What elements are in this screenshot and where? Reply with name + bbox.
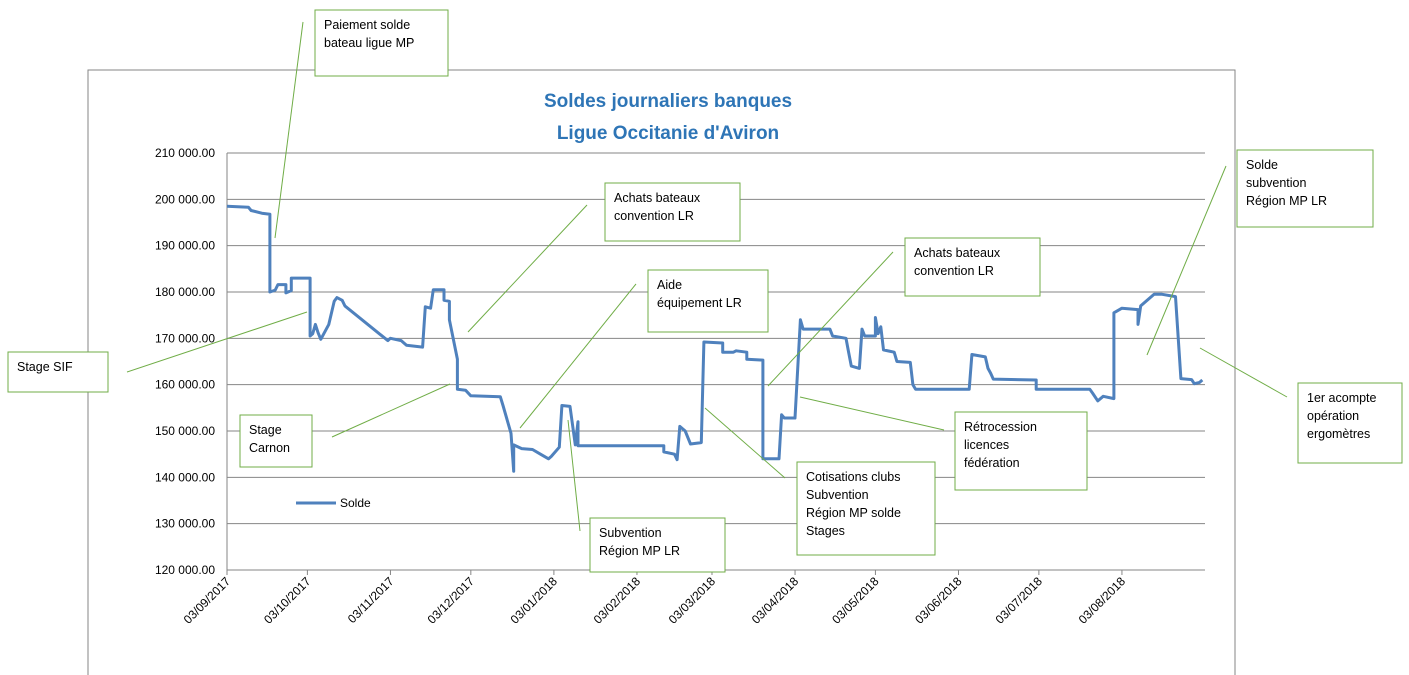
annotation-text: Paiement solde xyxy=(324,18,410,32)
x-tick-label: 03/11/2017 xyxy=(345,574,397,626)
y-tick-label: 180 000.00 xyxy=(155,285,215,299)
annotation-box xyxy=(314,9,449,77)
annotation-text: Stage xyxy=(249,423,282,437)
x-tick-label: 03/03/2018 xyxy=(666,574,719,627)
annotation-text: Région MP LR xyxy=(599,544,680,558)
annotation-leader xyxy=(519,283,637,429)
y-tick-label: 200 000.00 xyxy=(155,192,215,206)
annotation-box xyxy=(796,461,936,556)
annotation-text: Cotisations clubs xyxy=(806,470,901,484)
annotation-text: ergomètres xyxy=(1307,427,1370,441)
annotation-text: Achats bateaux xyxy=(914,246,1001,260)
annotation-text: licences xyxy=(964,438,1009,452)
annotation-text: Aide xyxy=(657,278,682,292)
x-tick-label: 03/09/2017 xyxy=(181,574,234,627)
y-tick-label: 210 000.00 xyxy=(155,146,215,160)
legend-label: Solde xyxy=(340,496,371,510)
annotation-leader xyxy=(126,311,308,373)
y-tick-label: 130 000.00 xyxy=(155,517,215,531)
x-tick-label: 03/01/2018 xyxy=(508,574,561,627)
annotation-leader xyxy=(799,396,945,431)
annotation-box xyxy=(589,517,726,573)
annotation-text: équipement LR xyxy=(657,296,742,310)
annotation-leader xyxy=(331,383,451,438)
x-tick-label: 03/10/2017 xyxy=(261,574,314,627)
annotation-text: opération xyxy=(1307,409,1359,423)
annotation-leader xyxy=(1199,347,1288,398)
annotation-text: Région MP LR xyxy=(1246,194,1327,208)
annotation-text: convention LR xyxy=(614,209,694,223)
annotation-text: bateau ligue MP xyxy=(324,36,414,50)
annotation-box xyxy=(1297,382,1403,464)
annotation-box xyxy=(647,269,769,333)
annotation-text: Subvention xyxy=(599,526,662,540)
annotation-text: Solde xyxy=(1246,158,1278,172)
annotation-leader xyxy=(567,419,581,532)
annotation-text: 1er acompte xyxy=(1307,391,1377,405)
annotation-text: fédération xyxy=(964,456,1020,470)
x-tick-label: 03/02/2018 xyxy=(591,574,644,627)
x-tick-label: 03/06/2018 xyxy=(912,574,965,627)
annotation-box xyxy=(904,237,1041,297)
annotation-text: subvention xyxy=(1246,176,1307,190)
chart-border xyxy=(87,69,1236,675)
y-tick-label: 190 000.00 xyxy=(155,239,215,253)
x-tick-label: 03/05/2018 xyxy=(829,574,882,627)
x-tick-label: 03/12/2017 xyxy=(425,574,478,627)
chart-title: Soldes journaliers banques xyxy=(544,91,792,112)
annotation-box xyxy=(7,351,109,393)
y-tick-label: 150 000.00 xyxy=(155,424,215,438)
y-tick-label: 160 000.00 xyxy=(155,378,215,392)
annotation-text: Rétrocession xyxy=(964,420,1037,434)
annotation-leader xyxy=(704,407,786,479)
annotation-box xyxy=(1236,149,1374,228)
annotation-leader xyxy=(1146,165,1227,356)
y-tick-label: 120 000.00 xyxy=(155,563,215,577)
y-tick-label: 140 000.00 xyxy=(155,470,215,484)
x-tick-label: 03/04/2018 xyxy=(749,574,802,627)
annotation-box xyxy=(604,182,741,242)
annotation-text: Subvention xyxy=(806,488,869,502)
y-tick-label: 170 000.00 xyxy=(155,331,215,345)
annotation-text: Achats bateaux xyxy=(614,191,701,205)
x-tick-label: 03/08/2018 xyxy=(1076,574,1129,627)
annotation-text: convention LR xyxy=(914,264,994,278)
annotation-text: Carnon xyxy=(249,441,290,455)
annotation-box xyxy=(239,414,313,468)
series-line xyxy=(226,204,1204,473)
annotation-text: Stages xyxy=(806,524,845,538)
annotation-text: Stage SIF xyxy=(17,360,73,374)
annotation-leader xyxy=(274,21,304,239)
annotation-leader xyxy=(767,251,894,387)
annotation-box xyxy=(954,411,1088,491)
annotation-leader xyxy=(467,204,588,333)
x-tick-label: 03/07/2018 xyxy=(993,574,1046,627)
chart-title: Ligue Occitanie d'Aviron xyxy=(557,123,779,144)
annotation-text: Région MP solde xyxy=(806,506,901,520)
